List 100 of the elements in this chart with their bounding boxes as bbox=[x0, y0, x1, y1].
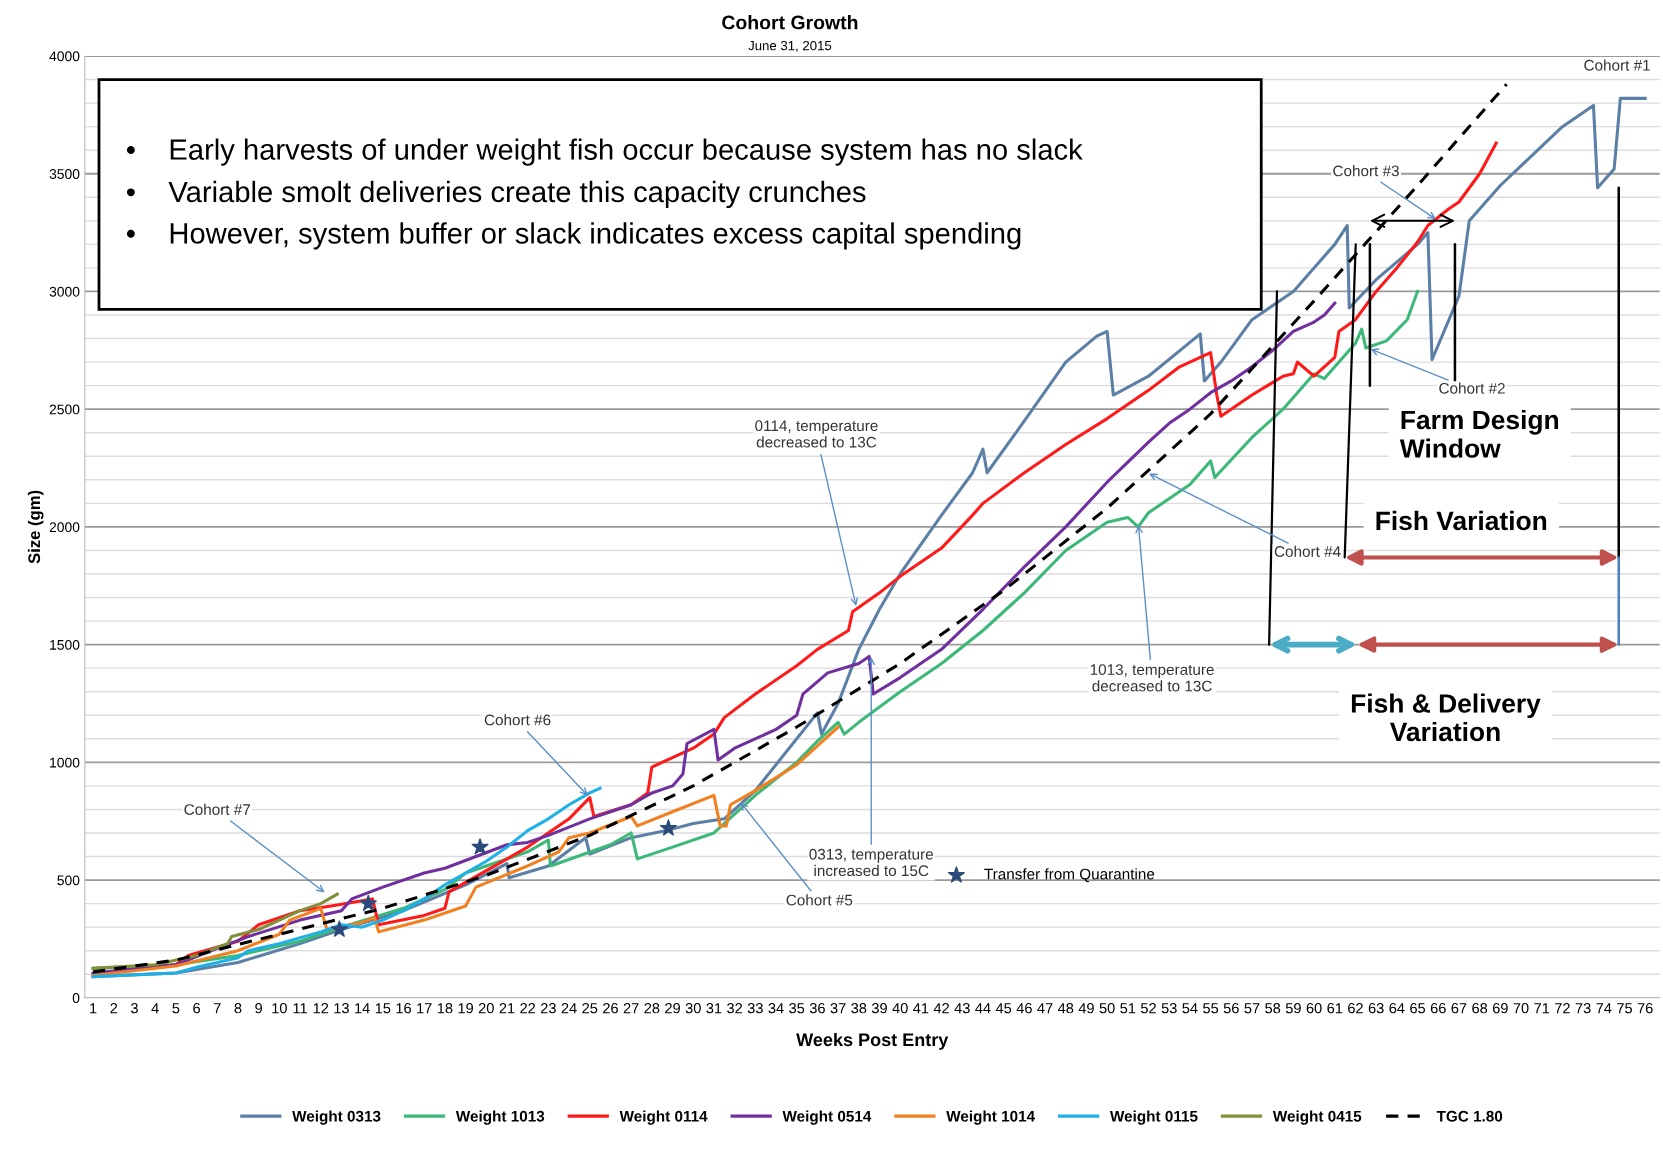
x-tick-label: 74 bbox=[1596, 1003, 1612, 1014]
y-tick-label: 1000 bbox=[50, 757, 80, 768]
x-tick-label: 63 bbox=[1368, 1003, 1384, 1014]
x-tick-label: 27 bbox=[623, 1003, 639, 1014]
legend-label: Weight 1014 bbox=[946, 1110, 1035, 1125]
legend-label: Weight 0115 bbox=[1109, 1110, 1198, 1125]
annotation: • However, system buffer or slack indicates excess capital spending bbox=[126, 222, 1021, 250]
x-tick-label: 71 bbox=[1534, 1003, 1550, 1014]
x-tick-label: 53 bbox=[1161, 1003, 1177, 1014]
annotation: Cohort #2 bbox=[1439, 382, 1505, 394]
x-tick-label: 38 bbox=[851, 1003, 867, 1014]
annotation: Cohort #1 bbox=[1584, 59, 1650, 71]
x-tick-label: 72 bbox=[1555, 1003, 1570, 1014]
chart-title: Cohort Growth bbox=[722, 15, 858, 30]
x-tick-label: 9 bbox=[255, 1003, 263, 1014]
x-tick-label: 32 bbox=[727, 1003, 742, 1014]
annotation: Fish Variation bbox=[1376, 510, 1547, 531]
x-tick-label: 36 bbox=[809, 1003, 825, 1014]
x-tick-label: 24 bbox=[561, 1003, 577, 1014]
annotation: 0313, temperature increased to 15C bbox=[809, 848, 933, 877]
x-tick-label: 54 bbox=[1182, 1003, 1198, 1014]
legend-label: Weight 1013 bbox=[455, 1110, 545, 1125]
x-tick-label: 62 bbox=[1348, 1003, 1363, 1014]
x-tick-label: 29 bbox=[665, 1003, 680, 1014]
y-tick-label: 2500 bbox=[49, 404, 80, 415]
x-tick-label: 61 bbox=[1327, 1003, 1343, 1014]
y-axis-title: Size (gm) bbox=[27, 490, 44, 564]
x-tick-label: 1 bbox=[90, 1003, 97, 1014]
y-tick-label: 3500 bbox=[49, 169, 80, 179]
y-tick-label: 0 bbox=[72, 993, 80, 1003]
x-tick-label: 67 bbox=[1451, 1003, 1467, 1014]
x-tick-label: 16 bbox=[396, 1003, 411, 1014]
x-tick-label: 59 bbox=[1285, 1003, 1301, 1014]
legend-label: Weight 0114 bbox=[619, 1110, 708, 1125]
x-tick-label: 75 bbox=[1617, 1003, 1632, 1014]
annotation: 0114, temperature decreased to 13C bbox=[755, 420, 878, 448]
x-tick-label: 52 bbox=[1140, 1003, 1156, 1014]
x-tick-label: 57 bbox=[1244, 1003, 1260, 1014]
x-tick-label: 43 bbox=[954, 1003, 970, 1014]
x-tick-label: 19 bbox=[458, 1003, 474, 1014]
x-tick-label: 12 bbox=[313, 1003, 329, 1014]
x-tick-label: 47 bbox=[1037, 1003, 1053, 1014]
x-tick-label: 37 bbox=[830, 1003, 846, 1014]
y-tick-label: 500 bbox=[57, 875, 80, 886]
x-tick-label: 55 bbox=[1203, 1003, 1219, 1014]
y-tick-label: 4000 bbox=[49, 51, 80, 62]
x-tick-label: 4 bbox=[151, 1003, 159, 1014]
x-tick-label: 56 bbox=[1223, 1003, 1239, 1014]
x-tick-label: 14 bbox=[355, 1003, 370, 1014]
x-tick-label: 31 bbox=[706, 1003, 722, 1014]
y-tick-label: 2000 bbox=[49, 522, 80, 533]
line-series bbox=[91, 786, 602, 979]
x-tick-label: 5 bbox=[172, 1003, 180, 1014]
legend-label: Transfer from Quarantine bbox=[984, 868, 1155, 883]
x-tick-label: 50 bbox=[1099, 1003, 1115, 1014]
annotation: • Early harvests of under weight fish occur because system has no slack bbox=[126, 138, 1083, 166]
x-tick-label: 26 bbox=[603, 1003, 618, 1014]
x-tick-label: 73 bbox=[1575, 1003, 1591, 1014]
x-tick-label: 28 bbox=[644, 1003, 660, 1014]
x-tick-label: 11 bbox=[293, 1003, 307, 1014]
annotation: 1013, temperature decreased to 13C bbox=[1090, 664, 1214, 692]
x-tick-label: 30 bbox=[685, 1003, 701, 1014]
x-tick-label: 64 bbox=[1389, 1003, 1405, 1014]
legend-label: Weight 0514 bbox=[782, 1110, 872, 1125]
x-tick-label: 20 bbox=[478, 1003, 494, 1014]
legend-label: Weight 0415 bbox=[1272, 1110, 1362, 1125]
x-tick-label: 70 bbox=[1513, 1003, 1529, 1014]
x-tick-label: 49 bbox=[1078, 1003, 1094, 1014]
x-tick-label: 8 bbox=[234, 1003, 242, 1014]
annotation: Cohort #3 bbox=[1333, 165, 1399, 177]
x-tick-label: 7 bbox=[213, 1003, 221, 1014]
x-tick-label: 6 bbox=[193, 1003, 200, 1014]
x-tick-label: 22 bbox=[520, 1003, 536, 1014]
x-tick-label: 35 bbox=[789, 1003, 805, 1014]
annotation: Cohort #4 bbox=[1274, 545, 1341, 557]
annotation: Cohort #7 bbox=[184, 803, 250, 815]
x-tick-label: 23 bbox=[541, 1003, 556, 1014]
y-tick-label: 1500 bbox=[50, 639, 80, 650]
x-tick-label: 39 bbox=[871, 1003, 887, 1014]
x-tick-label: 10 bbox=[272, 1003, 287, 1014]
x-tick-label: 42 bbox=[933, 1003, 949, 1014]
x-tick-label: 45 bbox=[995, 1003, 1012, 1014]
x-tick-label: 48 bbox=[1057, 1003, 1074, 1014]
annotation: Fish & Delivery Variation bbox=[1351, 693, 1541, 742]
legend-label: TGC 1.80 bbox=[1436, 1110, 1503, 1122]
x-tick-label: 17 bbox=[417, 1003, 432, 1014]
x-axis-title: Weeks Post Entry bbox=[796, 1032, 949, 1050]
annotation: Cohort #6 bbox=[484, 714, 551, 726]
x-tick-label: 76 bbox=[1637, 1003, 1653, 1014]
x-tick-label: 66 bbox=[1430, 1003, 1446, 1014]
x-tick-label: 33 bbox=[747, 1003, 763, 1014]
y-tick-label: 3000 bbox=[49, 286, 80, 297]
chart-subtitle: June 31, 2015 bbox=[748, 40, 832, 52]
x-tick-label: 2 bbox=[110, 1003, 118, 1014]
x-tick-label: 69 bbox=[1492, 1003, 1508, 1014]
x-tick-label: 58 bbox=[1265, 1003, 1281, 1014]
x-tick-label: 51 bbox=[1120, 1003, 1136, 1014]
x-tick-label: 68 bbox=[1472, 1003, 1488, 1014]
x-tick-label: 21 bbox=[499, 1003, 515, 1014]
legend-label: Weight 0313 bbox=[292, 1110, 381, 1125]
